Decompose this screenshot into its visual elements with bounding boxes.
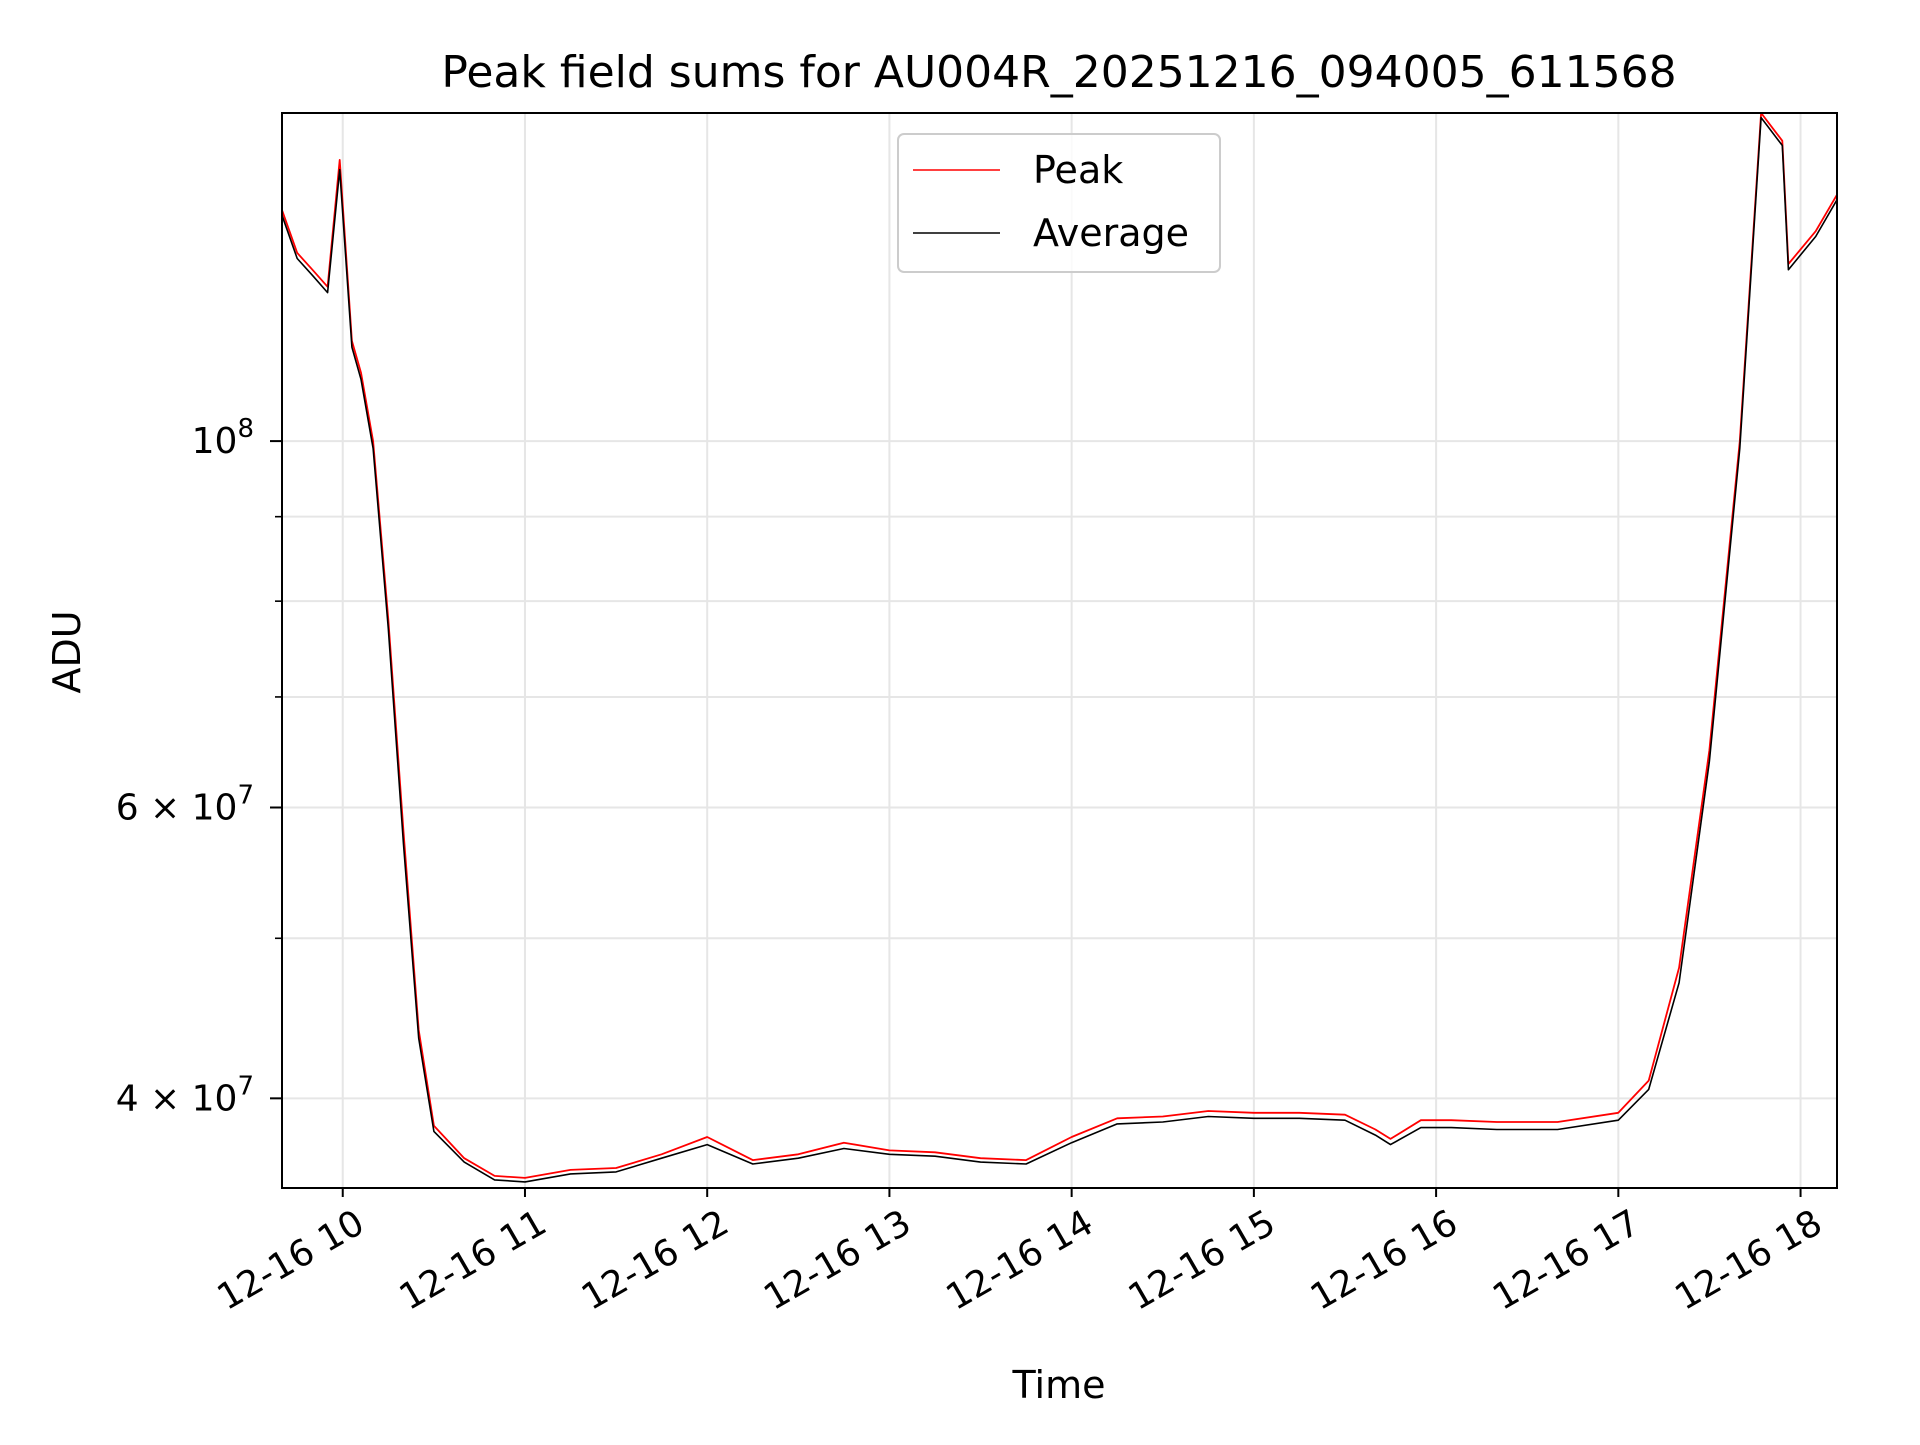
grid [282, 113, 1837, 1188]
legend-label-average: Average [1033, 211, 1189, 255]
plot-frame [281, 112, 1838, 1189]
series-layer [282, 113, 1837, 1183]
legend-label-peak: Peak [1033, 148, 1123, 192]
y-tick-label: 108 [192, 414, 254, 462]
series-line-average [282, 116, 1837, 1183]
x-axis-label: Time [1012, 1363, 1106, 1407]
y-tick-label: 6 × 107 [116, 781, 254, 829]
chart-title: Peak field sums for AU004R_20251216_0940… [441, 47, 1676, 98]
y-tick-label: 4 × 107 [116, 1071, 254, 1119]
y-axis-label: ADU [45, 610, 89, 693]
legend: Peak Average [897, 133, 1221, 273]
legend-box [897, 133, 1221, 273]
